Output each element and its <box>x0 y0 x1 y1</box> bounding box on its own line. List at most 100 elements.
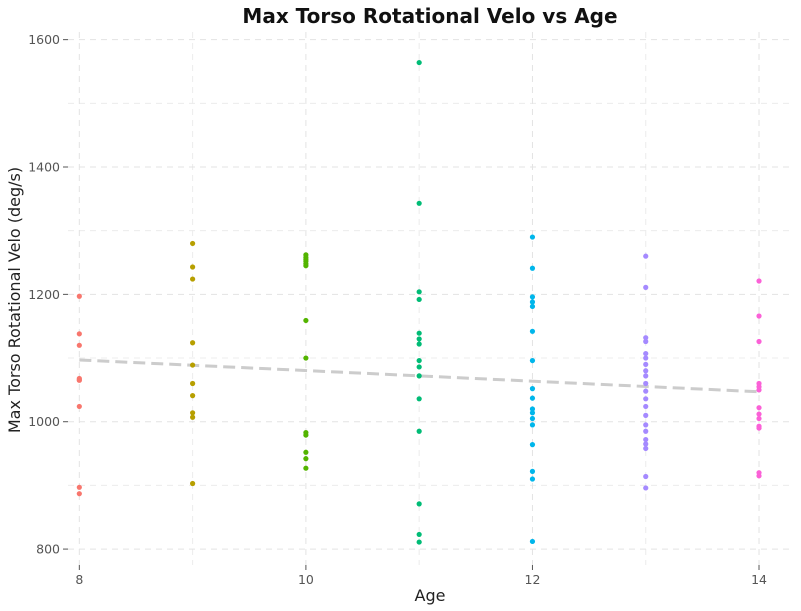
data-point <box>529 303 536 310</box>
data-point <box>756 415 762 422</box>
y-tick-label: 800 <box>36 542 60 557</box>
data-point <box>76 491 82 497</box>
data-point <box>643 355 649 361</box>
data-point <box>643 361 649 368</box>
data-point <box>303 355 309 361</box>
data-point <box>416 296 422 303</box>
data-point <box>416 531 422 538</box>
data-point <box>643 350 649 357</box>
data-point <box>643 338 649 345</box>
data-point <box>190 276 196 282</box>
data-point <box>76 342 82 348</box>
data-point <box>756 387 762 393</box>
y-tick-label: 1400 <box>28 160 60 175</box>
x-tick-label: 12 <box>525 572 541 587</box>
data-point <box>416 501 422 507</box>
data-point <box>416 357 422 364</box>
data-point <box>190 340 196 346</box>
data-point <box>756 278 762 284</box>
data-point <box>756 473 762 479</box>
data-point <box>643 373 649 379</box>
y-tick-label: 1200 <box>28 287 60 302</box>
data-point <box>756 411 762 417</box>
data-point <box>190 414 196 420</box>
data-point <box>756 405 762 411</box>
data-point <box>76 403 82 410</box>
data-point <box>416 59 422 66</box>
x-tick-label: 8 <box>75 572 83 587</box>
data-point <box>529 395 536 401</box>
data-point <box>303 261 309 267</box>
data-point <box>416 341 422 347</box>
data-point <box>643 445 649 452</box>
data-point <box>190 393 196 399</box>
data-point <box>416 364 422 370</box>
data-point <box>303 317 309 324</box>
data-point <box>643 380 649 387</box>
x-axis-label: Age <box>415 586 446 605</box>
data-point <box>529 357 536 364</box>
data-point <box>416 373 422 379</box>
y-tick-label: 1600 <box>28 32 60 47</box>
data-point <box>190 362 196 368</box>
data-point <box>643 441 649 447</box>
data-point <box>529 415 536 422</box>
data-points <box>76 59 762 545</box>
y-tick-label: 1000 <box>28 414 60 429</box>
data-point <box>643 436 649 443</box>
data-point <box>416 428 422 434</box>
data-point <box>303 449 309 455</box>
data-point <box>643 396 649 402</box>
data-point <box>190 380 196 387</box>
data-point <box>190 240 196 247</box>
data-point <box>416 539 422 545</box>
x-tick-label: 14 <box>751 572 767 587</box>
data-point <box>529 410 536 416</box>
data-point <box>756 338 762 345</box>
data-point <box>643 403 649 410</box>
data-point <box>643 335 649 341</box>
y-axis-label: Max Torso Rotational Velo (deg/s) <box>5 167 24 433</box>
data-point <box>76 293 82 299</box>
data-point <box>529 294 536 300</box>
data-point <box>756 425 762 431</box>
data-point <box>643 368 649 374</box>
data-point <box>643 412 649 418</box>
chart-title: Max Torso Rotational Velo vs Age <box>242 4 617 28</box>
data-point <box>529 328 536 334</box>
data-point <box>643 253 649 259</box>
data-point <box>529 299 536 305</box>
data-point <box>303 456 309 462</box>
data-point <box>643 473 649 480</box>
data-point <box>76 377 82 383</box>
data-point <box>643 428 649 434</box>
data-point <box>76 484 82 490</box>
data-point <box>643 422 649 428</box>
grid <box>68 32 793 565</box>
data-point <box>529 265 536 271</box>
data-point <box>190 264 196 270</box>
data-point <box>416 336 422 342</box>
data-point <box>529 538 536 545</box>
data-point <box>529 422 536 428</box>
data-point <box>529 406 536 412</box>
data-point <box>529 386 536 392</box>
data-point <box>756 313 762 319</box>
data-point <box>529 476 536 482</box>
data-point <box>643 485 649 491</box>
data-point <box>416 200 422 206</box>
data-point <box>303 465 309 471</box>
data-point <box>416 330 422 336</box>
data-point <box>529 468 536 474</box>
axes: 800 1000 1200 1400 1600 8 10 12 14 <box>28 32 767 587</box>
data-point <box>416 396 422 402</box>
data-point <box>190 480 196 487</box>
data-point <box>643 388 649 394</box>
data-point <box>190 410 196 416</box>
data-point <box>76 331 82 337</box>
data-point <box>529 442 536 448</box>
data-point <box>643 284 649 290</box>
data-point <box>416 289 422 295</box>
data-point <box>303 432 309 438</box>
